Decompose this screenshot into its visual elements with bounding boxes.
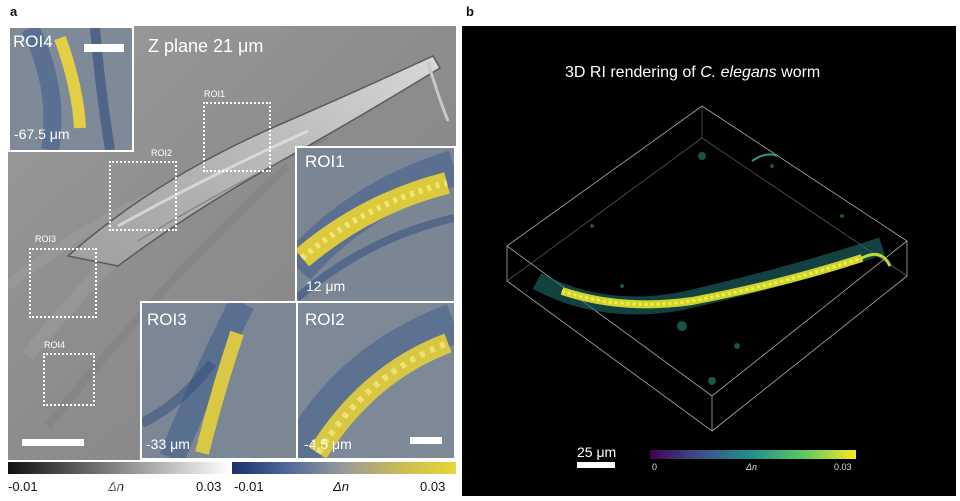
inset-roi1-depth: 12 μm [306,278,346,294]
inset-roi2-scalebar [410,437,442,444]
inset-roi4-scalebar [84,44,124,52]
inset-roi1-label: ROI1 [305,152,345,171]
roi2-box [109,161,177,231]
color-colorbar-label: Δn [333,479,349,494]
inset-roi2 [296,301,456,460]
panel-b-scalebar [577,462,615,468]
watermark-text: 大数跨境 [58,482,123,499]
roi1-box [203,102,271,172]
panel-b-title-prefix: 3D RI rendering of [565,64,701,81]
inset-roi3-label: ROI3 [147,310,187,329]
inset-roi1 [295,146,456,303]
inset-roi2-label: ROI2 [305,310,345,329]
panel-a-letter: a [10,4,18,19]
panel-b-scalebar-label: 25 μm [577,444,617,460]
panel-b-title: 3D RI rendering of C. elegans worm [565,64,820,82]
roi1-box-label: ROI1 [204,89,226,99]
panel-a-scalebar [22,439,84,446]
inset-roi4-label: ROI4 [13,32,53,51]
panel-a-gray-colorbar [8,462,230,474]
roi3-box-label: ROI3 [35,234,57,244]
panel-b-title-species: C. elegans [700,64,777,81]
panel-a-title: Z plane 21 μm [148,36,264,56]
panel-b-colorbar-min: 0 [652,462,658,472]
panel-b-letter: b [466,4,474,19]
inset-roi4-depth: -67.5 μm [14,126,70,142]
inset-roi2-depth: -4.5 μm [304,436,352,452]
panel-b-colorbar [650,450,856,459]
panel-b-render [462,26,956,496]
gray-colorbar-min: -0.01 [8,479,38,494]
inset-roi3 [140,301,298,460]
panel-b-title-suffix: worm [776,64,821,81]
panel-b-colorbar-label: Δn [746,462,758,472]
color-colorbar-max: 0.03 [420,479,446,494]
color-colorbar-min: -0.01 [234,479,264,494]
inset-roi3-depth: -33 μm [146,436,190,452]
roi4-box-label: ROI4 [44,340,66,350]
roi4-box [43,353,95,406]
inset-roi4 [8,26,134,152]
roi3-box [29,248,97,318]
gray-colorbar-max: 0.03 [196,479,222,494]
panel-b-colorbar-max: 0.03 [834,462,852,472]
panel-a-color-colorbar [232,462,456,474]
gray-colorbar-label: Δn [108,479,124,494]
roi2-box-label: ROI2 [151,148,173,158]
